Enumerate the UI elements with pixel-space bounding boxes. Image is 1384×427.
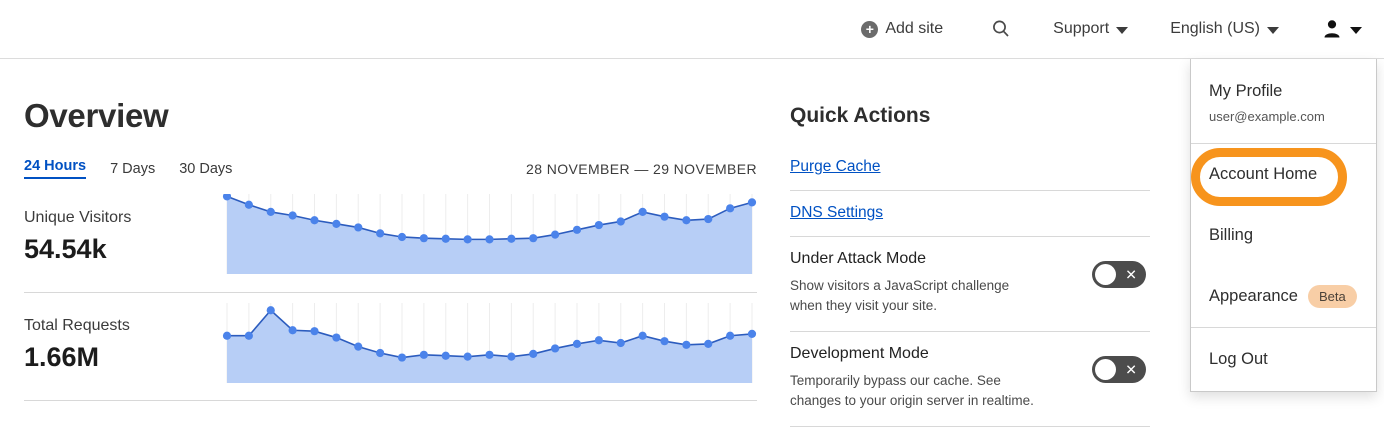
add-site-button[interactable]: + Add site xyxy=(861,20,943,38)
menu-item-appearance[interactable]: Appearance Beta xyxy=(1191,266,1376,327)
top-nav: + Add site Support English (US) xyxy=(0,0,1384,59)
development-mode-label: Development Mode xyxy=(790,345,929,363)
x-icon: ✕ xyxy=(1125,361,1137,378)
under-attack-mode-label: Under Attack Mode xyxy=(790,250,927,267)
menu-item-account-home[interactable]: Account Home xyxy=(1209,165,1318,183)
page-title: Overview xyxy=(24,97,169,134)
unique-visitors-chart xyxy=(222,194,757,274)
dns-settings-row: DNS Settings xyxy=(790,191,1150,237)
profile-block[interactable]: My Profile user@example.com xyxy=(1191,59,1376,144)
language-label: English (US) xyxy=(1170,20,1260,37)
divider xyxy=(24,400,757,401)
plus-icon: + xyxy=(861,20,879,38)
development-mode-description: Temporarily bypass our cache. See change… xyxy=(790,373,1034,408)
total-requests-chart xyxy=(222,303,757,383)
unique-visitors-label: Unique Visitors xyxy=(24,209,132,226)
appearance-label: Appearance xyxy=(1209,287,1298,305)
total-requests-value: 1.66M xyxy=(24,342,100,372)
divider xyxy=(24,292,757,293)
development-mode-toggle[interactable]: ✕ xyxy=(1092,356,1146,384)
menu-item-log-out[interactable]: Log Out xyxy=(1191,327,1376,390)
unique-visitors-value: 54.54k xyxy=(24,234,107,264)
quick-actions-panel: Quick Actions Purge Cache DNS Settings U… xyxy=(790,104,1150,427)
date-range-label: 28 NOVEMBER — 29 NOVEMBER xyxy=(526,160,757,177)
toggle-knob xyxy=(1095,359,1116,381)
dns-settings-link[interactable]: DNS Settings xyxy=(790,204,884,221)
chevron-down-icon xyxy=(1350,26,1362,34)
quick-actions-title: Quick Actions xyxy=(790,104,931,127)
purge-cache-link[interactable]: Purge Cache xyxy=(790,158,881,175)
beta-badge: Beta xyxy=(1308,285,1357,308)
user-icon xyxy=(1324,20,1340,38)
purge-cache-row: Purge Cache xyxy=(790,152,1150,191)
account-menu-button[interactable] xyxy=(1321,18,1362,40)
under-attack-mode-row: Under Attack Mode Show visitors a JavaSc… xyxy=(790,237,1150,333)
menu-item-billing[interactable]: Billing xyxy=(1209,226,1254,244)
support-label: Support xyxy=(1053,20,1110,37)
total-requests-label: Total Requests xyxy=(24,317,130,334)
language-menu[interactable]: English (US) xyxy=(1170,20,1279,38)
add-site-label: Add site xyxy=(885,20,944,37)
toggle-knob xyxy=(1095,264,1116,285)
search-icon xyxy=(993,20,1009,37)
tab-7-days[interactable]: 7 Days xyxy=(110,160,156,177)
support-menu[interactable]: Support xyxy=(1053,20,1129,38)
time-range-tabs: 24 Hours 7 Days 30 Days 28 NOVEMBER — 29… xyxy=(24,158,757,179)
development-mode-row: Development Mode Temporarily bypass our … xyxy=(790,332,1150,427)
under-attack-mode-toggle[interactable]: ✕ xyxy=(1092,261,1146,288)
under-attack-mode-description: Show visitors a JavaScript challenge whe… xyxy=(790,278,1010,313)
x-icon: ✕ xyxy=(1125,266,1137,283)
my-profile-link[interactable]: My Profile xyxy=(1209,82,1283,100)
search-button[interactable] xyxy=(991,19,1011,39)
account-dropdown-menu: My Profile user@example.com Account Home… xyxy=(1190,59,1377,392)
tab-24-hours[interactable]: 24 Hours xyxy=(24,158,87,179)
chevron-down-icon xyxy=(1116,26,1129,34)
profile-email: user@example.com xyxy=(1209,109,1325,124)
chevron-down-icon xyxy=(1267,26,1279,34)
tab-30-days[interactable]: 30 Days xyxy=(179,160,233,177)
